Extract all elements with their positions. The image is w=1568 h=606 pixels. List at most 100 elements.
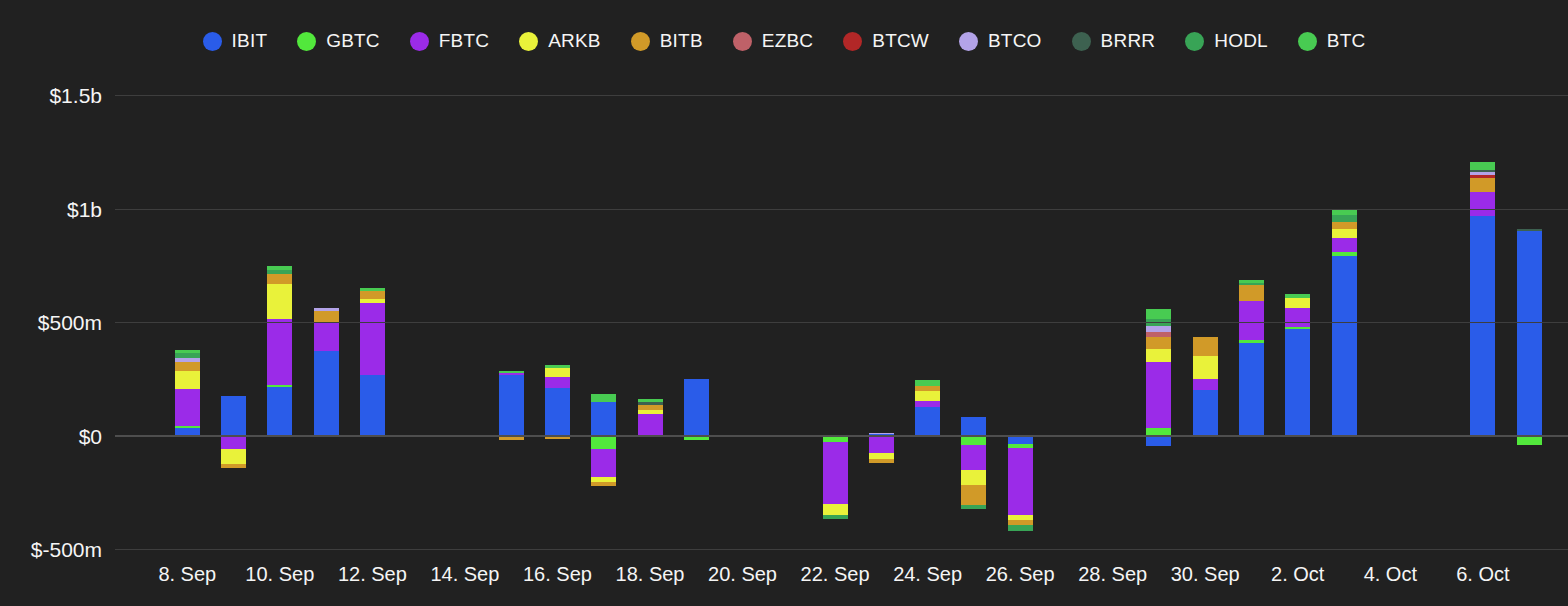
bar-segment-gbtc-7-oct[interactable]: [1517, 436, 1542, 445]
bar-segment-gbtc-25-sep[interactable]: [961, 436, 986, 445]
bar-segment-btc-10-sep[interactable]: [267, 266, 292, 269]
bar-segment-arkb-2-oct[interactable]: [1285, 298, 1310, 309]
bar-segment-btc-6-oct[interactable]: [1470, 162, 1495, 170]
bar-segment-arkb-29-sep[interactable]: [1146, 349, 1171, 362]
bar-segment-btco-6-oct[interactable]: [1470, 172, 1495, 175]
bar-segment-bitb-10-sep[interactable]: [267, 274, 292, 284]
bar-segment-bitb-30-sep[interactable]: [1193, 337, 1218, 355]
bar-segment-btc-12-sep[interactable]: [360, 288, 385, 291]
bar-segment-fbtc-26-sep[interactable]: [1008, 448, 1033, 515]
bar-segment-ibit-15-sep[interactable]: [499, 375, 524, 436]
bar-segment-fbtc-22-sep[interactable]: [823, 442, 848, 504]
bar-segment-arkb-18-sep[interactable]: [638, 410, 663, 413]
bar-segment-fbtc-30-sep[interactable]: [1193, 379, 1218, 390]
bar-segment-fbtc-16-sep[interactable]: [545, 377, 570, 388]
bar-segment-hodl-1-oct[interactable]: [1239, 283, 1264, 285]
bar-segment-fbtc-9-sep[interactable]: [221, 436, 246, 449]
bar-segment-bitb-24-sep[interactable]: [915, 386, 940, 391]
bar-segment-fbtc-23-sep[interactable]: [869, 436, 894, 453]
bar-segment-arkb-22-sep[interactable]: [823, 504, 848, 515]
legend-item-btco[interactable]: BTCO: [959, 30, 1042, 52]
bar-segment-arkb-30-sep[interactable]: [1193, 356, 1218, 379]
bar-segment-ibit-10-sep[interactable]: [267, 387, 292, 436]
bar-segment-btc-16-sep[interactable]: [545, 365, 570, 368]
bar-segment-fbtc-11-sep[interactable]: [314, 322, 339, 352]
bar-segment-ibit-29-sep[interactable]: [1146, 436, 1171, 446]
bar-segment-fbtc-15-sep[interactable]: [499, 373, 524, 375]
legend-item-bitb[interactable]: BITB: [631, 30, 703, 52]
bar-segment-arkb-12-sep[interactable]: [360, 299, 385, 303]
bar-segment-hodl-25-sep[interactable]: [961, 505, 986, 509]
bar-segment-arkb-10-sep[interactable]: [267, 284, 292, 319]
bar-segment-bitb-11-sep[interactable]: [314, 311, 339, 322]
bar-segment-ibit-30-sep[interactable]: [1193, 390, 1218, 436]
bar-segment-arkb-9-sep[interactable]: [221, 449, 246, 464]
legend-item-ezbc[interactable]: EZBC: [733, 30, 813, 52]
bar-segment-hodl-10-sep[interactable]: [267, 270, 292, 274]
bar-segment-fbtc-8-sep[interactable]: [175, 389, 200, 426]
bar-segment-fbtc-10-sep[interactable]: [267, 319, 292, 385]
bar-segment-arkb-3-oct[interactable]: [1332, 229, 1357, 238]
bar-segment-bitb-12-sep[interactable]: [360, 291, 385, 299]
bar-segment-fbtc-29-sep[interactable]: [1146, 362, 1171, 428]
bar-segment-ibit-11-sep[interactable]: [314, 351, 339, 436]
bar-segment-btc-8-sep[interactable]: [175, 350, 200, 354]
bar-segment-fbtc-24-sep[interactable]: [915, 401, 940, 407]
bar-segment-ibit-6-oct[interactable]: [1470, 216, 1495, 436]
bar-segment-btc-3-oct[interactable]: [1332, 210, 1357, 214]
bar-segment-fbtc-25-sep[interactable]: [961, 445, 986, 470]
bar-segment-ibit-9-sep[interactable]: [221, 396, 246, 436]
bar-segment-bitb-18-sep[interactable]: [638, 405, 663, 410]
legend-item-brrr[interactable]: BRRR: [1072, 30, 1156, 52]
bar-segment-gbtc-10-sep[interactable]: [267, 385, 292, 387]
bar-segment-btc-24-sep[interactable]: [915, 380, 940, 386]
bar-segment-arkb-24-sep[interactable]: [915, 391, 940, 401]
bar-segment-btc-18-sep[interactable]: [638, 399, 663, 402]
bar-segment-fbtc-17-sep[interactable]: [591, 449, 616, 477]
bar-segment-btco-11-sep[interactable]: [314, 308, 339, 311]
legend-item-ibit[interactable]: IBIT: [203, 30, 268, 52]
legend-item-btc[interactable]: BTC: [1298, 30, 1366, 52]
bar-segment-ibit-2-oct[interactable]: [1285, 329, 1310, 436]
bar-segment-ibit-17-sep[interactable]: [591, 402, 616, 436]
bar-segment-btc-1-oct[interactable]: [1239, 280, 1264, 283]
bar-segment-fbtc-1-oct[interactable]: [1239, 301, 1264, 339]
bar-segment-ibit-24-sep[interactable]: [915, 407, 940, 436]
bar-segment-ibit-1-oct[interactable]: [1239, 343, 1264, 436]
bar-segment-brrr-18-sep[interactable]: [638, 402, 663, 405]
bar-segment-ibit-19-sep[interactable]: [684, 379, 709, 436]
bar-segment-fbtc-12-sep[interactable]: [360, 303, 385, 375]
bar-segment-brrr-7-oct[interactable]: [1517, 229, 1542, 231]
bar-segment-hodl-26-sep[interactable]: [1008, 525, 1033, 531]
bar-segment-bitb-6-oct[interactable]: [1470, 178, 1495, 191]
bar-segment-ibit-7-oct[interactable]: [1517, 231, 1542, 436]
legend-item-hodl[interactable]: HODL: [1185, 30, 1268, 52]
bar-segment-gbtc-2-oct[interactable]: [1285, 327, 1310, 329]
bar-segment-hodl-3-oct[interactable]: [1332, 215, 1357, 223]
bar-segment-ibit-26-sep[interactable]: [1008, 436, 1033, 444]
legend-item-btcw[interactable]: BTCW: [843, 30, 929, 52]
bar-segment-fbtc-2-oct[interactable]: [1285, 308, 1310, 327]
bar-segment-gbtc-17-sep[interactable]: [591, 436, 616, 449]
bar-segment-bitb-29-sep[interactable]: [1146, 337, 1171, 349]
legend-item-arkb[interactable]: ARKB: [519, 30, 601, 52]
legend-item-gbtc[interactable]: GBTC: [297, 30, 380, 52]
bar-segment-arkb-8-sep[interactable]: [175, 371, 200, 390]
bar-segment-bitb-25-sep[interactable]: [961, 485, 986, 505]
bar-segment-ibit-16-sep[interactable]: [545, 388, 570, 436]
bar-segment-bitb-1-oct[interactable]: [1239, 285, 1264, 301]
bar-segment-btc-29-sep[interactable]: [1146, 309, 1171, 319]
bar-segment-ezbc-29-sep[interactable]: [1146, 332, 1171, 337]
bar-segment-hodl-8-sep[interactable]: [175, 353, 200, 358]
bar-segment-btco-23-sep[interactable]: [869, 433, 894, 435]
bar-segment-btc-17-sep[interactable]: [591, 394, 616, 401]
bar-segment-fbtc-6-oct[interactable]: [1470, 192, 1495, 216]
bar-segment-gbtc-3-oct[interactable]: [1332, 252, 1357, 255]
bar-segment-bitb-9-sep[interactable]: [221, 464, 246, 468]
bar-segment-bitb-23-sep[interactable]: [869, 459, 894, 463]
bar-segment-btcw-6-oct[interactable]: [1470, 175, 1495, 178]
bar-segment-fbtc-3-oct[interactable]: [1332, 238, 1357, 252]
bar-segment-arkb-16-sep[interactable]: [545, 368, 570, 377]
bar-segment-gbtc-8-sep[interactable]: [175, 426, 200, 428]
bar-segment-hodl-22-sep[interactable]: [823, 515, 848, 519]
